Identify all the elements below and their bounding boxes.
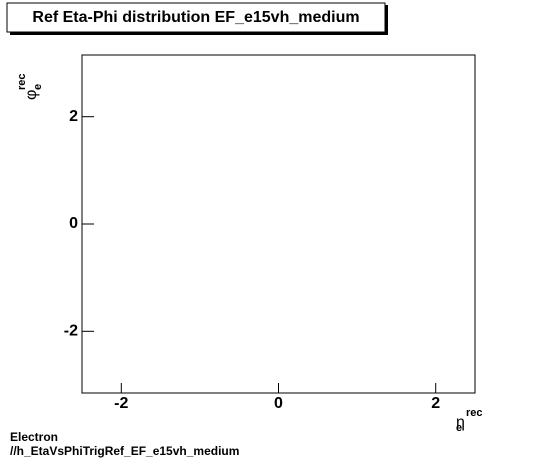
chart-title: Ref Eta-Phi distribution EF_e15vh_medium bbox=[32, 9, 359, 26]
x-label-sub: e bbox=[456, 422, 462, 434]
y-tick-label: -2 bbox=[64, 323, 78, 340]
x-tick-label: 2 bbox=[431, 395, 440, 412]
y-label: φ bbox=[23, 90, 40, 100]
x-tick-label: 0 bbox=[274, 395, 283, 412]
y-tick-label: 0 bbox=[69, 215, 78, 232]
x-tick-label: -2 bbox=[114, 395, 128, 412]
x-label-sup: rec bbox=[466, 407, 483, 419]
title-box bbox=[6, 2, 386, 33]
y-tick-label: 2 bbox=[69, 108, 78, 125]
y-label-sup: rec bbox=[16, 73, 28, 90]
footer-line: Electron bbox=[10, 430, 58, 444]
x-label: η bbox=[456, 414, 465, 431]
footer-line: //h_EtaVsPhiTrigRef_EF_e15vh_medium bbox=[10, 444, 239, 458]
y-label-sub: e bbox=[32, 84, 44, 90]
